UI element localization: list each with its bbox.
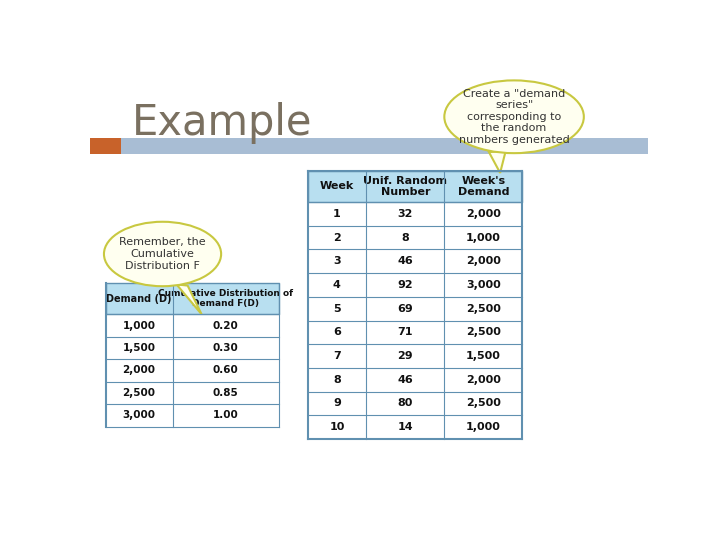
Text: Example: Example	[132, 102, 312, 144]
Text: 6: 6	[333, 327, 341, 338]
Text: 0.30: 0.30	[212, 343, 238, 353]
Text: Week's
Demand: Week's Demand	[458, 176, 509, 197]
Text: 92: 92	[397, 280, 413, 290]
Text: 0.85: 0.85	[212, 388, 238, 398]
Text: 1,000: 1,000	[466, 233, 501, 242]
Text: 1,500: 1,500	[122, 343, 156, 353]
Ellipse shape	[104, 222, 221, 286]
Text: 2,000: 2,000	[122, 366, 156, 375]
Text: Week: Week	[320, 181, 354, 191]
Text: 32: 32	[397, 209, 413, 219]
Text: 46: 46	[397, 256, 413, 266]
Text: 3: 3	[333, 256, 341, 266]
Text: Create a "demand
series"
corresponding to
the random
numbers generated: Create a "demand series" corresponding t…	[459, 89, 570, 145]
Text: 2,000: 2,000	[466, 375, 501, 385]
Text: Remember, the
Cumulative
Distribution F: Remember, the Cumulative Distribution F	[120, 238, 206, 271]
Text: Cumulative Distribution of
Demand F(D): Cumulative Distribution of Demand F(D)	[158, 289, 293, 308]
Polygon shape	[489, 151, 505, 173]
FancyBboxPatch shape	[90, 138, 648, 154]
Text: 46: 46	[397, 375, 413, 385]
Ellipse shape	[444, 80, 584, 153]
Text: 2,000: 2,000	[466, 209, 501, 219]
Text: 1,500: 1,500	[466, 351, 501, 361]
Text: Demand (D): Demand (D)	[107, 294, 172, 303]
Text: 3,000: 3,000	[466, 280, 501, 290]
Text: 7: 7	[333, 351, 341, 361]
Text: 8: 8	[401, 233, 409, 242]
FancyBboxPatch shape	[90, 138, 121, 154]
Text: 14: 14	[397, 422, 413, 432]
Text: Unif. Random
Number: Unif. Random Number	[364, 176, 447, 197]
Text: 2,500: 2,500	[466, 303, 501, 314]
Text: 0.20: 0.20	[212, 321, 238, 330]
Text: 10: 10	[329, 422, 345, 432]
Text: 2,500: 2,500	[466, 327, 501, 338]
Text: 4: 4	[333, 280, 341, 290]
Text: 29: 29	[397, 351, 413, 361]
Text: 1,000: 1,000	[466, 422, 501, 432]
Text: 80: 80	[397, 399, 413, 408]
Text: 69: 69	[397, 303, 413, 314]
Polygon shape	[176, 285, 202, 314]
Text: 0.60: 0.60	[212, 366, 238, 375]
Text: 71: 71	[397, 327, 413, 338]
FancyBboxPatch shape	[307, 171, 523, 202]
Text: 9: 9	[333, 399, 341, 408]
Text: 3,000: 3,000	[122, 410, 156, 420]
Text: 2,000: 2,000	[466, 256, 501, 266]
Text: 1,000: 1,000	[122, 321, 156, 330]
FancyBboxPatch shape	[106, 283, 279, 314]
Text: 2: 2	[333, 233, 341, 242]
Text: 1: 1	[333, 209, 341, 219]
Text: 5: 5	[333, 303, 341, 314]
Text: 8: 8	[333, 375, 341, 385]
Text: 2,500: 2,500	[466, 399, 501, 408]
Text: 2,500: 2,500	[122, 388, 156, 398]
Text: 1.00: 1.00	[212, 410, 238, 420]
